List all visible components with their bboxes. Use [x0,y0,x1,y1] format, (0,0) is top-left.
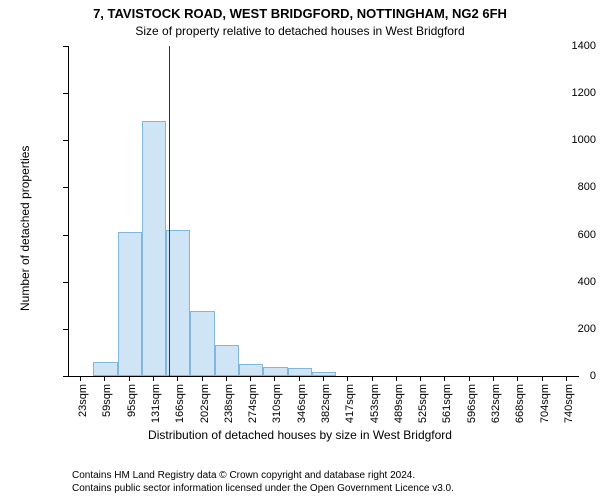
chart-title-line2: Size of property relative to detached ho… [0,24,600,38]
x-tick-mark [299,376,300,381]
footer-line1: Contains HM Land Registry data © Crown c… [72,470,454,483]
x-tick-label: 166sqm [174,384,186,423]
x-axis-label: Distribution of detached houses by size … [0,428,600,442]
x-tick-label: 274sqm [247,384,259,423]
x-tick-label: 346sqm [296,384,308,423]
y-tick-label: 200 [534,323,596,335]
x-tick-mark [396,376,397,381]
plot-area [68,46,579,377]
x-tick-mark [469,376,470,381]
y-tick-mark [63,282,68,283]
x-tick-label: 489sqm [393,384,405,423]
y-tick-mark [63,140,68,141]
x-tick-label: 453sqm [369,384,381,423]
y-tick-label: 600 [534,229,596,241]
x-tick-label: 202sqm [199,384,211,423]
chart-title-line1: 7, TAVISTOCK ROAD, WEST BRIDGFORD, NOTTI… [0,6,600,21]
x-tick-label: 382sqm [320,384,332,423]
x-tick-mark [372,376,373,381]
footer-line2: Contains public sector information licen… [72,483,454,496]
histogram-bar [190,311,214,376]
y-tick-mark [63,46,68,47]
x-tick-label: 59sqm [101,384,113,417]
x-tick-label: 525sqm [417,384,429,423]
x-tick-label: 310sqm [271,384,283,423]
x-tick-label: 668sqm [514,384,526,423]
x-tick-mark [153,376,154,381]
x-tick-mark [80,376,81,381]
footer-attribution: Contains HM Land Registry data © Crown c… [72,470,454,495]
histogram-bar [215,345,239,376]
x-tick-label: 704sqm [539,384,551,423]
x-tick-mark [420,376,421,381]
y-tick-label: 1000 [534,134,596,146]
x-tick-label: 561sqm [441,384,453,423]
x-tick-mark [323,376,324,381]
histogram-bar [118,232,142,376]
x-tick-label: 238sqm [223,384,235,423]
x-tick-mark [250,376,251,381]
x-tick-mark [226,376,227,381]
x-tick-mark [444,376,445,381]
histogram-bar [142,121,166,376]
y-tick-mark [63,235,68,236]
y-tick-mark [63,376,68,377]
histogram-bar [166,230,190,376]
x-tick-mark [177,376,178,381]
x-tick-label: 596sqm [466,384,478,423]
x-tick-mark [566,376,567,381]
y-tick-label: 1200 [534,87,596,99]
x-tick-mark [517,376,518,381]
x-tick-label: 95sqm [126,384,138,417]
histogram-bar [239,364,263,376]
histogram-bar [288,368,312,376]
x-tick-mark [104,376,105,381]
y-tick-mark [63,93,68,94]
y-tick-mark [63,329,68,330]
x-tick-mark [274,376,275,381]
x-tick-mark [493,376,494,381]
x-tick-label: 417sqm [344,384,356,423]
property-marker-line [169,46,170,376]
x-tick-mark [347,376,348,381]
chart-container: 7, TAVISTOCK ROAD, WEST BRIDGFORD, NOTTI… [0,0,600,500]
x-tick-label: 131sqm [150,384,162,423]
y-tick-mark [63,187,68,188]
x-tick-mark [542,376,543,381]
x-tick-mark [129,376,130,381]
histogram-bar [93,362,117,376]
x-tick-mark [202,376,203,381]
y-tick-label: 800 [534,181,596,193]
y-tick-label: 400 [534,276,596,288]
x-tick-label: 740sqm [563,384,575,423]
y-axis-label: Number of detached properties [18,146,32,311]
histogram-bar [263,367,287,376]
x-tick-label: 632sqm [490,384,502,423]
y-tick-label: 1400 [534,40,596,52]
x-tick-label: 23sqm [77,384,89,417]
